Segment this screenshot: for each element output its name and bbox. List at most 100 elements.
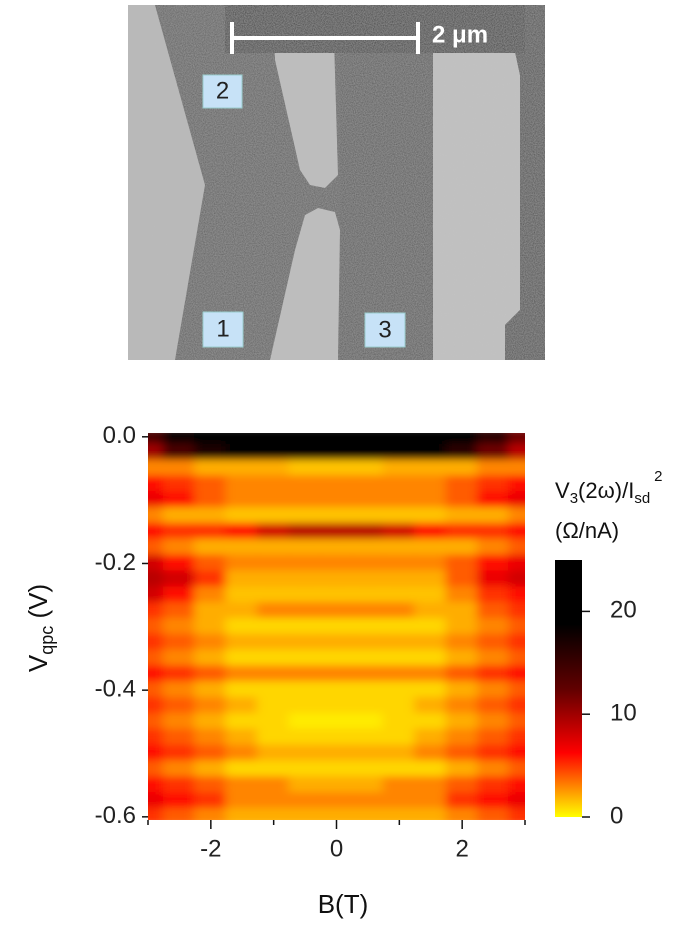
heat-cell xyxy=(508,586,525,605)
heat-cell xyxy=(476,776,511,795)
heat-cell xyxy=(162,507,197,525)
heat-cell xyxy=(288,538,322,557)
heat-cell xyxy=(288,475,322,494)
heat-cell xyxy=(508,554,525,573)
heat-cell xyxy=(508,760,525,779)
y-axis-label: Vqpc (V) xyxy=(23,584,57,672)
heat-cell xyxy=(225,760,259,779)
heat-cell xyxy=(288,433,322,446)
heat-cell xyxy=(319,776,354,795)
heat-cell xyxy=(351,807,385,820)
heat-cell xyxy=(319,443,354,462)
heat-cell xyxy=(351,728,385,747)
heat-cell xyxy=(319,602,354,620)
heat-cell xyxy=(256,459,291,478)
heat-cell xyxy=(382,697,417,715)
heat-cell xyxy=(194,459,228,478)
heat-cell xyxy=(256,744,291,763)
heat-cell xyxy=(256,776,291,795)
heat-cell xyxy=(476,760,511,779)
heat-cell xyxy=(476,586,511,605)
heat-cell xyxy=(351,586,385,605)
heat-cell xyxy=(319,681,354,700)
heat-cell xyxy=(194,649,228,668)
heat-cell xyxy=(414,712,448,731)
contact-box xyxy=(202,74,243,109)
heat-cell xyxy=(382,507,417,525)
heat-cell xyxy=(148,475,165,494)
heat-cell xyxy=(351,475,385,494)
cbar-label-part: (2ω)/I xyxy=(578,478,634,503)
heat-cell xyxy=(162,760,197,779)
heat-cell xyxy=(256,617,291,636)
heat-cell xyxy=(162,665,197,684)
heat-cell xyxy=(414,602,448,620)
heat-cell xyxy=(162,807,197,820)
heat-cell xyxy=(256,586,291,605)
heat-cell xyxy=(148,586,165,605)
heat-cell xyxy=(476,728,511,747)
heatmap xyxy=(148,433,525,820)
heat-cell xyxy=(148,728,165,747)
heat-cell xyxy=(319,491,354,510)
heat-cell xyxy=(256,491,291,510)
heat-cell xyxy=(382,491,417,510)
heat-cell xyxy=(319,538,354,557)
colorbar-label: V3(2ω)/Isd2 xyxy=(555,468,663,507)
heat-cell xyxy=(351,491,385,510)
heat-cell xyxy=(319,570,354,589)
cbar-label-part: V xyxy=(555,478,570,503)
heat-cell xyxy=(194,433,228,446)
heat-cell xyxy=(225,792,259,810)
heat-cell xyxy=(414,633,448,652)
x-tick-label: -2 xyxy=(200,835,221,862)
y-label-sub: qpc xyxy=(37,626,57,655)
heat-cell xyxy=(148,760,165,779)
heat-cell xyxy=(225,459,259,478)
heat-cell xyxy=(476,443,511,462)
heat-cell xyxy=(288,712,322,731)
heat-cell xyxy=(256,712,291,731)
heat-cell xyxy=(414,459,448,478)
heat-cell xyxy=(508,649,525,668)
heat-cell xyxy=(288,522,322,541)
heat-cell xyxy=(319,554,354,573)
heat-cell xyxy=(288,507,322,525)
heat-cell xyxy=(351,633,385,652)
heat-cell xyxy=(351,617,385,636)
heat-cell xyxy=(288,633,322,652)
heat-cell xyxy=(319,459,354,478)
heat-cell xyxy=(414,522,448,541)
heat-cell xyxy=(351,744,385,763)
heat-cell xyxy=(162,475,197,494)
heat-cell xyxy=(382,586,417,605)
heat-cell xyxy=(194,807,228,820)
heat-cell xyxy=(225,554,259,573)
heat-cell xyxy=(225,744,259,763)
heat-cell xyxy=(288,554,322,573)
heat-cell xyxy=(162,744,197,763)
heat-cell xyxy=(194,586,228,605)
heat-cell xyxy=(351,507,385,525)
heat-cell xyxy=(148,681,165,700)
heat-cell xyxy=(414,744,448,763)
heat-cell xyxy=(445,712,479,731)
heat-cell xyxy=(382,728,417,747)
heat-cell xyxy=(508,697,525,715)
heat-cell xyxy=(476,570,511,589)
heat-cell xyxy=(382,665,417,684)
heat-cell xyxy=(445,744,479,763)
heat-cell xyxy=(194,475,228,494)
heat-cell xyxy=(382,459,417,478)
heat-cell xyxy=(319,728,354,747)
heat-cell xyxy=(288,681,322,700)
heat-cell xyxy=(382,522,417,541)
heat-cell xyxy=(445,538,479,557)
heat-cell xyxy=(445,697,479,715)
heat-cell xyxy=(225,538,259,557)
heat-cell xyxy=(414,776,448,795)
heat-cell xyxy=(445,507,479,525)
heat-cell xyxy=(508,602,525,620)
heat-cell xyxy=(319,522,354,541)
colorbar-tick-label: 20 xyxy=(610,597,637,624)
